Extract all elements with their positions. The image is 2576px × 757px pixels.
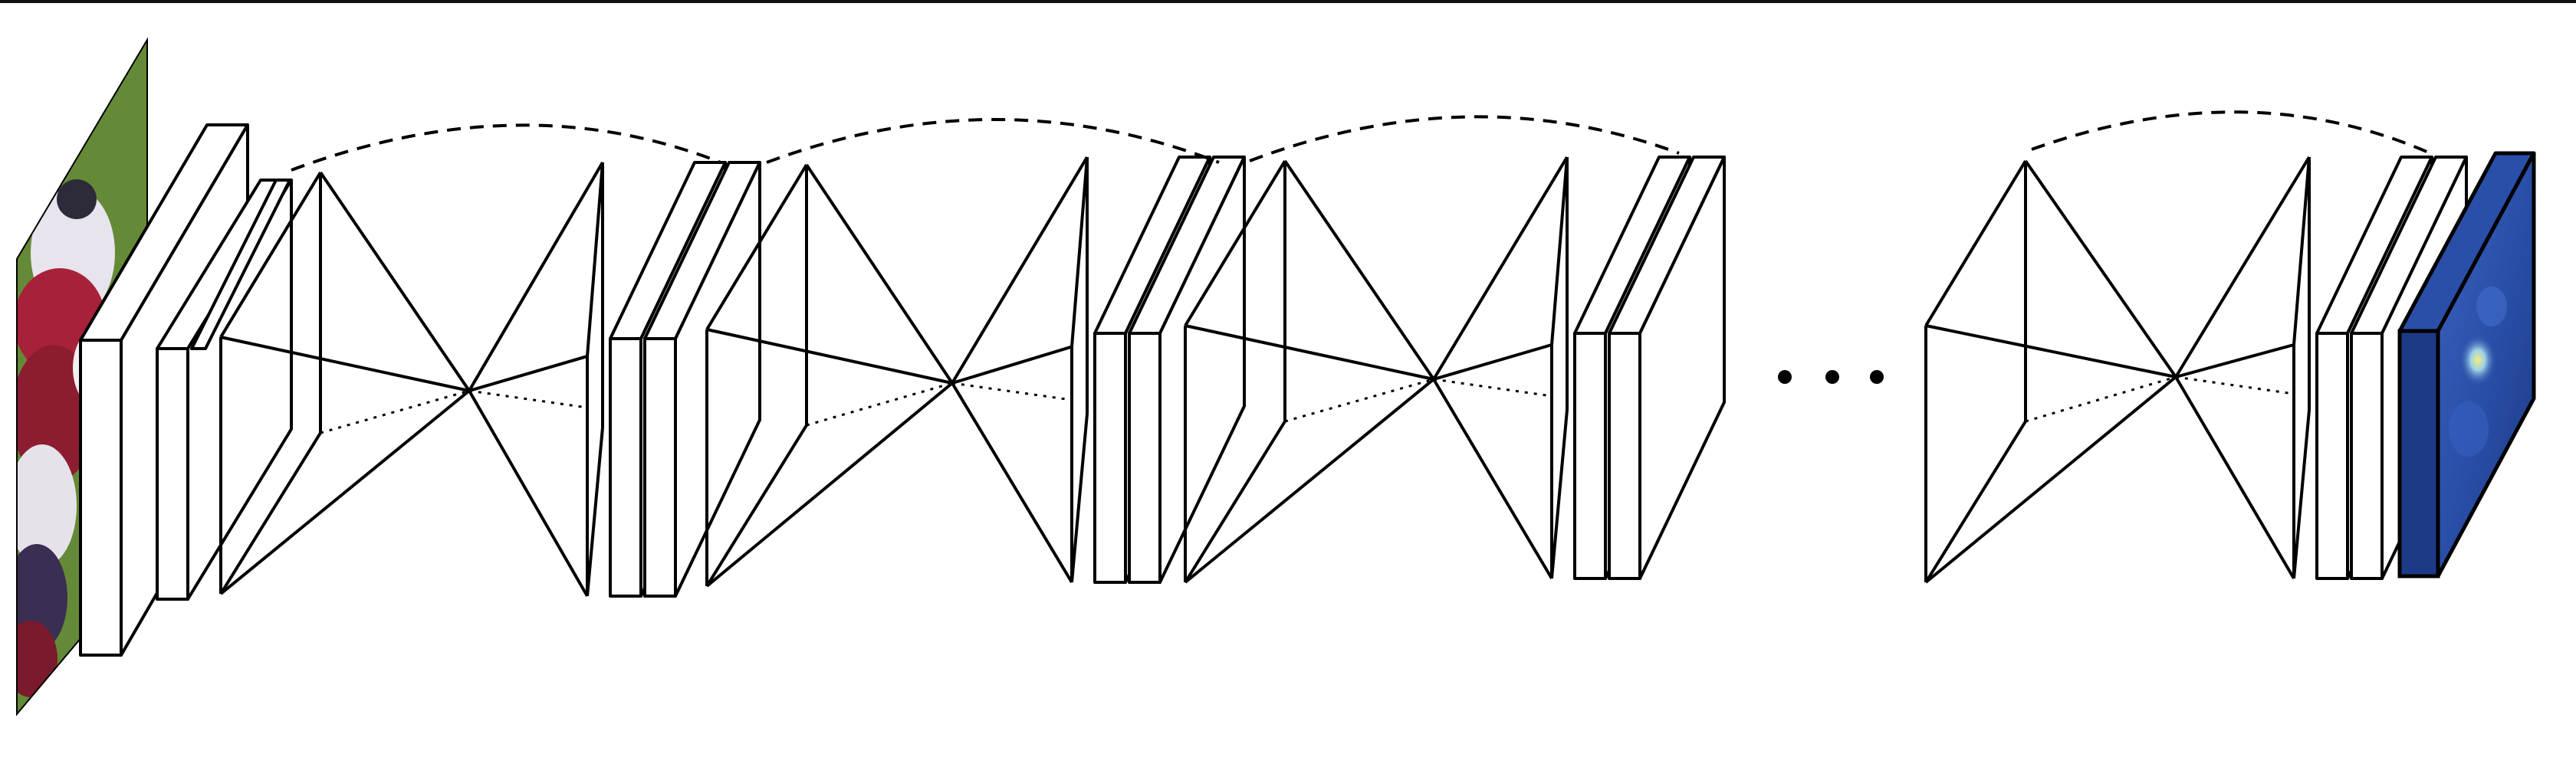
hourglass-4 <box>1924 156 2468 584</box>
hourglass-1 <box>219 161 761 598</box>
skip-arc-1 <box>291 123 721 172</box>
hourglass-1-post-block-b <box>643 161 761 598</box>
top-border <box>0 0 2576 3</box>
hourglass-3-post-block-b <box>1608 156 1726 580</box>
skip-connections <box>291 110 2431 172</box>
skip-arc-4 <box>2031 110 2431 155</box>
pre-block-small-b <box>190 179 291 350</box>
skip-arc-2 <box>766 118 1220 164</box>
ellipsis-dots <box>1778 370 1884 384</box>
hourglass-3 <box>1184 156 1726 584</box>
skip-arc-3 <box>1249 115 1680 162</box>
output-heatmap <box>2397 151 2536 578</box>
hourglass-2 <box>705 156 1246 588</box>
hourglass-modules <box>219 156 2468 598</box>
